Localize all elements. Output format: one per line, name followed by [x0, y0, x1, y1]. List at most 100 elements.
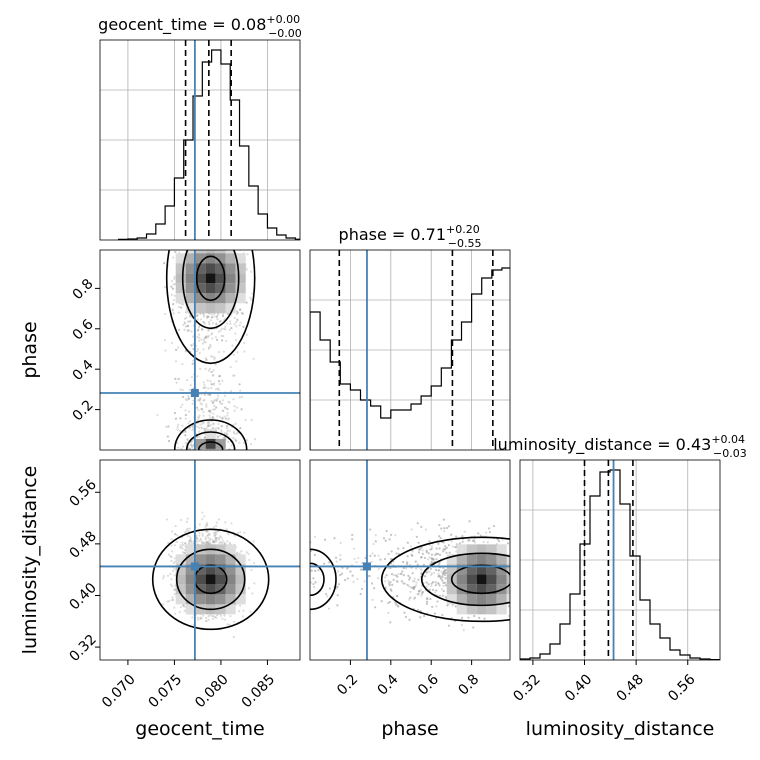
sample-point	[212, 617, 215, 620]
sample-point	[402, 547, 405, 550]
sample-point	[214, 479, 216, 481]
sample-point	[167, 439, 171, 443]
sample-point	[218, 320, 222, 323]
sample-point	[199, 617, 202, 620]
hist-step-geocent_time	[118, 49, 300, 240]
sample-point	[174, 417, 178, 420]
sample-point	[518, 582, 520, 584]
sample-point	[208, 458, 210, 460]
sample-point	[200, 617, 203, 620]
sample-point	[516, 545, 518, 547]
sample-point	[202, 321, 205, 324]
sample-point	[196, 318, 199, 321]
sample-point	[215, 315, 218, 318]
sample-point	[196, 477, 198, 479]
sample-point	[218, 469, 220, 471]
sample-point	[188, 447, 191, 450]
sample-point	[213, 408, 217, 411]
sample-point	[428, 570, 431, 573]
sample-point	[526, 568, 528, 570]
sample-point	[195, 349, 199, 353]
sample-point	[411, 554, 414, 557]
sample-point	[213, 312, 216, 316]
sample-point	[437, 569, 441, 572]
sample-point	[409, 590, 412, 593]
sample-point	[360, 587, 364, 591]
density-cell	[235, 273, 246, 284]
sample-point	[226, 433, 229, 436]
sample-point	[185, 520, 188, 523]
sample-point	[357, 556, 360, 560]
sample-point	[252, 540, 255, 543]
sample-point	[207, 329, 210, 332]
sample-point	[217, 538, 221, 541]
sample-point	[166, 600, 169, 603]
sample-point	[413, 585, 416, 589]
sample-point	[425, 581, 428, 584]
sample-point	[517, 589, 519, 591]
sample-point	[203, 427, 206, 430]
density-cell	[235, 253, 246, 264]
sample-point	[336, 594, 339, 597]
sample-point	[461, 540, 464, 543]
sample-point	[521, 593, 523, 595]
sample-point	[226, 407, 229, 411]
sample-point	[184, 325, 188, 328]
sample-point	[221, 417, 224, 420]
sample-point	[227, 417, 230, 420]
sample-point	[512, 584, 514, 586]
sample-point	[218, 400, 222, 403]
sample-point	[446, 604, 449, 607]
density-cell	[175, 263, 186, 274]
sample-point	[443, 581, 447, 584]
sample-point	[420, 556, 423, 559]
density-cell	[225, 283, 236, 294]
sample-point	[385, 529, 388, 533]
sample-point	[511, 580, 513, 582]
sample-point	[233, 374, 236, 377]
density-cell	[225, 544, 236, 555]
sample-point	[186, 527, 189, 531]
sample-point	[437, 542, 440, 545]
hist-step-luminosity_distance	[520, 469, 720, 660]
sample-point	[228, 623, 231, 626]
sample-point	[217, 422, 220, 426]
sample-point	[240, 395, 243, 399]
truth-marker	[190, 562, 199, 571]
sample-point	[163, 286, 167, 289]
sample-point	[213, 244, 215, 246]
sample-point	[387, 566, 390, 570]
sample-point	[219, 319, 223, 323]
sample-point	[232, 430, 235, 433]
sample-point	[209, 411, 212, 414]
density-cell	[205, 438, 216, 449]
sample-point	[205, 530, 208, 533]
sample-point	[186, 517, 189, 520]
sample-point	[193, 456, 195, 458]
sample-point	[192, 481, 194, 483]
sample-point	[380, 600, 383, 603]
panel-phase-luminosity_distance	[310, 460, 528, 660]
sample-point	[236, 311, 239, 314]
sample-point	[450, 533, 453, 536]
sample-point	[352, 547, 356, 550]
sample-point	[445, 551, 448, 554]
sample-point	[188, 540, 191, 543]
sample-point	[200, 408, 204, 411]
sample-point	[420, 556, 423, 559]
sample-point	[436, 582, 440, 585]
sample-point	[219, 402, 222, 405]
sample-point	[412, 586, 415, 590]
sample-point	[187, 530, 190, 533]
sample-point	[435, 558, 438, 561]
sample-point	[402, 574, 405, 577]
sample-point	[428, 543, 431, 547]
sample-point	[427, 583, 430, 586]
sample-point	[388, 538, 391, 541]
sample-point	[186, 457, 188, 459]
sample-point	[468, 520, 471, 523]
sample-point	[226, 322, 229, 325]
sample-point	[197, 234, 199, 236]
density-cell	[215, 253, 226, 264]
sample-point	[441, 594, 444, 597]
